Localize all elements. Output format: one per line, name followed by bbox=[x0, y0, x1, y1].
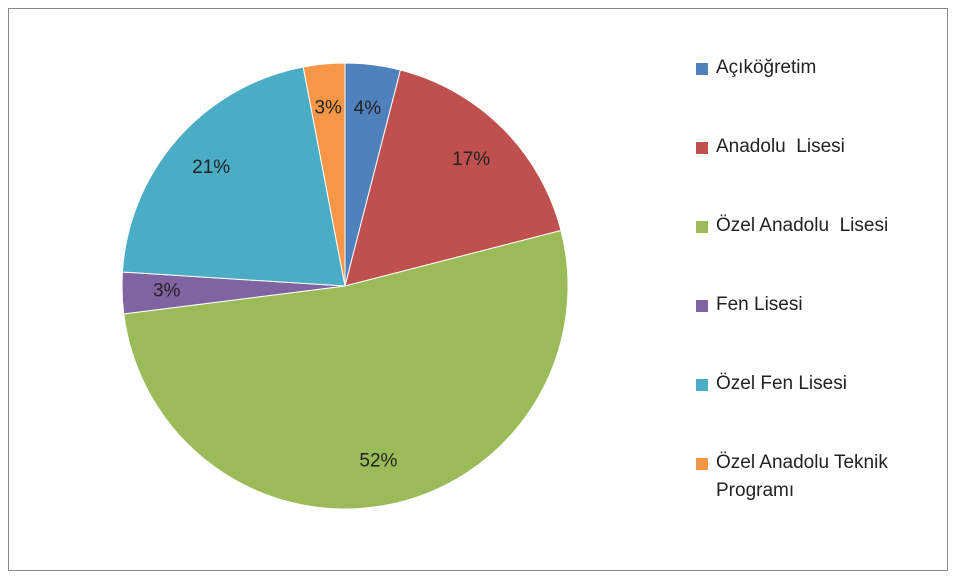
data-label: 4% bbox=[354, 98, 382, 119]
legend-label: Özel Fen Lisesi bbox=[716, 373, 847, 394]
pie-slice bbox=[302, 62, 346, 287]
legend-item: Özel Anadolu Lisesi bbox=[696, 212, 946, 240]
data-label: 17% bbox=[452, 149, 490, 170]
legend-swatch bbox=[696, 300, 708, 312]
data-label: 3% bbox=[153, 281, 181, 302]
legend-swatch bbox=[696, 221, 708, 233]
legend-item: Açıköğretim bbox=[696, 54, 946, 82]
legend-label: Açıköğretim bbox=[716, 57, 817, 78]
legend-item: Anadolu Lisesi bbox=[696, 133, 946, 161]
legend-swatch bbox=[696, 63, 708, 75]
legend-label: Özel Anadolu Lisesi bbox=[716, 215, 889, 236]
pie-slice bbox=[344, 69, 562, 287]
legend-label: Özel Anadolu Teknik Programı bbox=[716, 452, 894, 501]
legend-item: Fen Lisesi bbox=[696, 291, 946, 319]
legend-label: Fen Lisesi bbox=[716, 294, 803, 315]
legend-swatch bbox=[696, 142, 708, 154]
data-label: 21% bbox=[192, 157, 230, 178]
chart-border bbox=[8, 8, 948, 571]
pie-slice bbox=[121, 66, 346, 287]
data-label: 3% bbox=[314, 97, 342, 118]
data-label: 52% bbox=[359, 450, 397, 471]
legend-item: Özel Fen Lisesi bbox=[696, 370, 946, 398]
legend-label: Anadolu Lisesi bbox=[716, 136, 845, 157]
legend-item: Özel Anadolu Teknik Programı bbox=[696, 449, 946, 505]
legend-swatch bbox=[696, 379, 708, 391]
legend-swatch bbox=[696, 458, 708, 470]
